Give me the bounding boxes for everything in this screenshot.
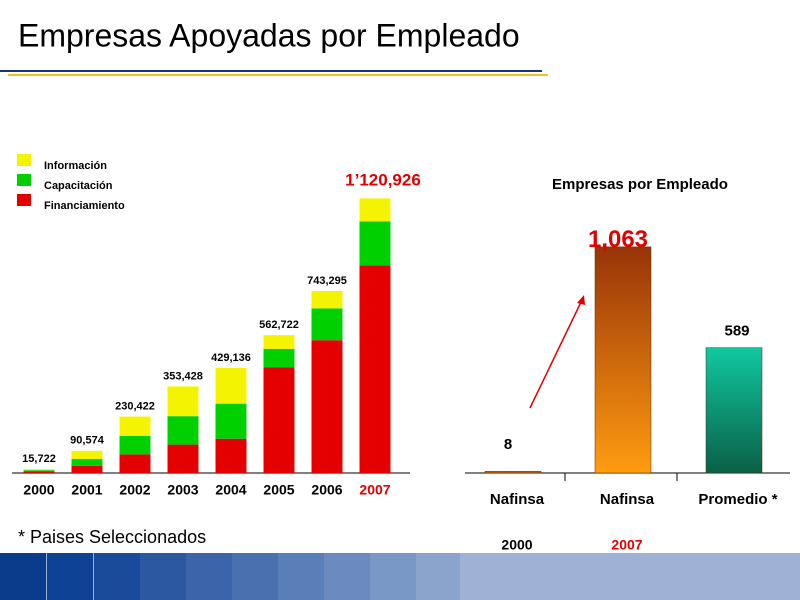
- legend-label: Capacitación: [44, 180, 113, 192]
- x-tick-label: Promedio *: [698, 491, 777, 508]
- x-tick-label: Nafinsa: [490, 491, 545, 508]
- total-label: 429,136: [211, 352, 251, 364]
- band: [47, 553, 93, 600]
- band: [416, 553, 460, 600]
- x-tick-label: Nafinsa: [600, 491, 655, 508]
- bar-segment: [215, 367, 247, 404]
- bar-segment: [23, 470, 55, 472]
- chart-title: Empresas por Empleado: [552, 176, 728, 193]
- bar-segment: [263, 348, 295, 368]
- footnote: * Paises Seleccionados: [18, 527, 206, 547]
- bar-segment: [311, 290, 343, 309]
- bar-segment: [263, 367, 295, 473]
- bar-segment: [167, 386, 199, 417]
- x-tick-label: 2000: [23, 482, 54, 498]
- bar-segment: [119, 454, 151, 473]
- bar-segment: [359, 198, 391, 222]
- bar-segment: [359, 221, 391, 266]
- x-tick-label: 2007: [359, 482, 390, 498]
- bar-segment: [71, 450, 103, 460]
- bar-segment: [23, 471, 55, 473]
- x-tick-label: 2002: [119, 482, 150, 498]
- legend-swatch: [17, 154, 31, 166]
- band: [278, 553, 324, 600]
- x-sublabel: 2007: [611, 537, 642, 553]
- legend-label: Financiamiento: [44, 200, 125, 212]
- band: [0, 553, 46, 600]
- arrow-head: [577, 295, 585, 305]
- bar: [484, 471, 542, 474]
- legend-swatch: [17, 174, 31, 186]
- bar-segment: [311, 308, 343, 341]
- band: [186, 553, 232, 600]
- bar-segment: [263, 335, 295, 349]
- bar-segment: [215, 403, 247, 439]
- x-tick-label: 2004: [215, 482, 246, 498]
- trend-arrow: [529, 299, 583, 409]
- footer-band: [0, 553, 800, 600]
- band: [232, 553, 278, 600]
- total-label: 1’120,926: [345, 170, 421, 189]
- band: [140, 553, 186, 600]
- bar: [594, 246, 652, 474]
- x-sublabel: 2000: [501, 537, 532, 553]
- total-label: 562,722: [259, 319, 299, 331]
- band: [94, 553, 140, 600]
- legend-label: Información: [44, 160, 107, 172]
- bar-segment: [167, 444, 199, 473]
- total-label: 230,422: [115, 400, 155, 412]
- x-tick-label: 2005: [263, 482, 294, 498]
- value-label: 589: [724, 323, 749, 340]
- bar-segment: [215, 438, 247, 473]
- legend-swatch: [17, 194, 31, 206]
- bar: [705, 347, 763, 474]
- bar-segment: [23, 469, 55, 471]
- total-label: 90,574: [70, 435, 105, 447]
- bar-segment: [119, 416, 151, 436]
- bar-segment: [119, 435, 151, 455]
- bar-segment: [71, 465, 103, 473]
- value-label: 8: [504, 436, 512, 453]
- x-tick-label: 2001: [71, 482, 102, 498]
- band: [370, 553, 416, 600]
- x-tick-label: 2003: [167, 482, 198, 498]
- slide-title: Empresas Apoyadas por Empleado: [18, 17, 520, 53]
- bar-segment: [311, 340, 343, 473]
- value-label: 1,063: [588, 226, 648, 253]
- total-label: 353,428: [163, 370, 203, 382]
- bar-segment: [167, 416, 199, 445]
- x-tick-label: 2006: [311, 482, 342, 498]
- band: [324, 553, 370, 600]
- bar-segment: [71, 459, 103, 466]
- bar-segment: [359, 265, 391, 473]
- total-label: 15,722: [22, 453, 56, 465]
- total-label: 743,295: [307, 275, 347, 287]
